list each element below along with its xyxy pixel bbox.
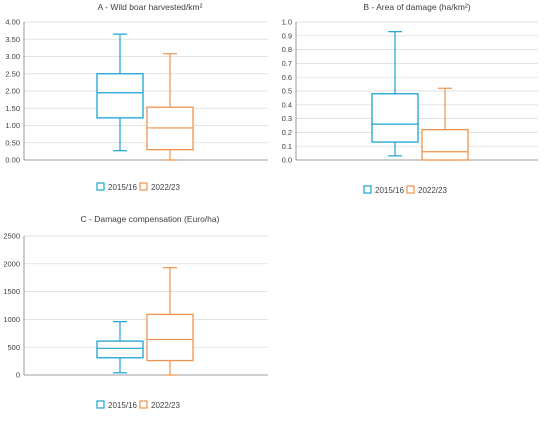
y-tick-label: 0.3 bbox=[282, 114, 292, 123]
y-tick-label: 0.4 bbox=[282, 100, 292, 109]
box-iqr bbox=[96, 340, 144, 359]
y-tick-label: 0.0 bbox=[282, 156, 292, 165]
y-tick-label: 500 bbox=[7, 343, 20, 352]
y-tick-label: 0 bbox=[16, 371, 20, 380]
y-tick-label: 0.00 bbox=[5, 156, 20, 165]
box-iqr bbox=[371, 93, 419, 143]
y-tick-label: 1500 bbox=[3, 287, 20, 296]
y-tick-label: 1.0 bbox=[282, 18, 292, 27]
box-plot-series-1 bbox=[96, 321, 144, 374]
box-plot-series-1 bbox=[96, 33, 144, 152]
chart-panel-b: B - Area of damage (ha/km²) 0.0 0.1 0.2 0.3 0… bbox=[282, 2, 538, 195]
legend-swatch bbox=[96, 400, 105, 409]
box-iqr bbox=[421, 128, 469, 161]
y-tick-label: 3.50 bbox=[5, 35, 20, 44]
legend-swatch bbox=[139, 400, 148, 409]
y-tick-label: 1.50 bbox=[5, 104, 20, 113]
legend-label: 2015/16 bbox=[108, 401, 137, 410]
y-tick-label: 3.00 bbox=[5, 52, 20, 61]
y-tick-label: 0.8 bbox=[282, 45, 292, 54]
legend-label: 2022/23 bbox=[151, 401, 180, 410]
legend-swatch bbox=[96, 182, 105, 191]
box-iqr bbox=[96, 73, 144, 119]
y-tick-label: 0.50 bbox=[5, 138, 20, 147]
box-iqr bbox=[146, 313, 194, 362]
box-plot-series-2 bbox=[146, 53, 194, 161]
y-tick-label: 2500 bbox=[3, 232, 20, 241]
legend-label: 2015/16 bbox=[375, 186, 404, 195]
y-tick-label: 0.7 bbox=[282, 59, 292, 68]
legend-swatch bbox=[363, 185, 372, 194]
chart-panel-c: C - Damage compensation (Euro/ha) 0 500 100… bbox=[3, 214, 268, 410]
y-tick-label: 4.00 bbox=[5, 18, 20, 27]
box-plot-series-2 bbox=[146, 267, 194, 376]
legend-label: 2022/23 bbox=[151, 183, 180, 192]
y-tick-label: 2.00 bbox=[5, 87, 20, 96]
chart-title: A - Wild boar harvested/km² bbox=[98, 2, 203, 12]
y-tick-label: 0.1 bbox=[282, 142, 292, 151]
chart-title: B - Area of damage (ha/km²) bbox=[363, 2, 470, 12]
legend: 2015/16 2022/23 bbox=[96, 182, 180, 192]
y-tick-label: 2.50 bbox=[5, 69, 20, 78]
legend: 2015/16 2022/23 bbox=[96, 400, 180, 410]
y-tick-label: 1000 bbox=[3, 315, 20, 324]
y-tick-label: 2000 bbox=[3, 259, 20, 268]
chart-title: C - Damage compensation (Euro/ha) bbox=[81, 214, 220, 224]
box-plot-series-1 bbox=[371, 31, 419, 157]
y-tick-label: 0.2 bbox=[282, 128, 292, 137]
legend: 2015/16 2022/23 bbox=[363, 185, 447, 195]
legend-label: 2015/16 bbox=[108, 183, 137, 192]
legend-label: 2022/23 bbox=[418, 186, 447, 195]
box-plot-series-2 bbox=[421, 87, 469, 161]
legend-swatch bbox=[139, 182, 148, 191]
legend-swatch bbox=[406, 185, 415, 194]
y-tick-label: 0.6 bbox=[282, 73, 292, 82]
y-tick-label: 1.00 bbox=[5, 121, 20, 130]
y-tick-label: 0.9 bbox=[282, 31, 292, 40]
chart-panel-a: A - Wild boar harvested/km² 0.00 0.50 1.00 1… bbox=[5, 2, 268, 192]
y-tick-label: 0.5 bbox=[282, 87, 292, 96]
